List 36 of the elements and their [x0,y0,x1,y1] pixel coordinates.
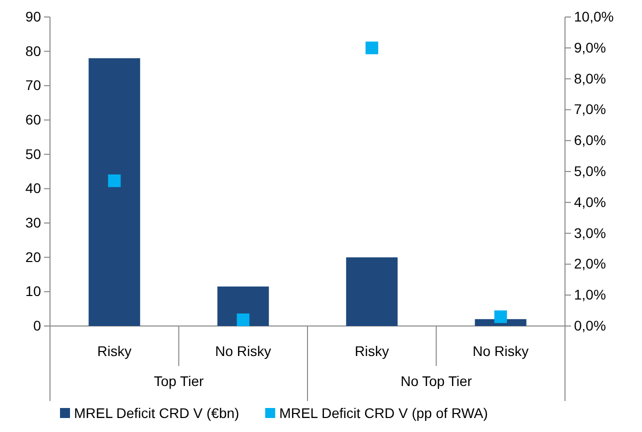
y-tick-label: 90 [25,8,42,24]
x-tick-label: No Risky [472,343,529,359]
point [366,42,378,54]
y-tick-label: 60 [25,111,42,128]
y2-tick-label: 2,0% [574,256,606,272]
text: No Top Tier [400,373,472,389]
y2-tick-label: 6,0% [574,132,606,148]
y2-tick-label: 4,0% [574,194,606,210]
y-tick-label: 20 [25,248,42,265]
point [236,313,250,326]
y-tick-label: 80 [25,42,42,59]
text: Top Tier [154,373,204,389]
legend-label: MREL Deficit CRD V (pp of RWA) [279,405,488,421]
bar [217,286,269,326]
point [108,174,121,188]
y2-tick-label: 0,0% [574,317,606,334]
y2-tick-label: 10,0% [574,8,614,24]
bar [346,257,398,326]
y2-tick-label: 8,0% [574,70,606,86]
bar [88,58,140,326]
y2-tick-label: 9,0% [574,39,606,56]
x-tick-label: Risky [97,343,132,359]
y-tick-label: 0 [33,317,42,334]
y2-tick-label: 5,0% [574,162,606,179]
y2-tick-label: 3,0% [574,224,606,241]
y2-tick-label: 1,0% [574,286,606,303]
y-tick-label: 10 [25,283,42,300]
legend-label: MREL Deficit CRD V (€bn) [74,405,240,421]
y-tick-label: 70 [25,77,42,94]
y-tick-label: 30 [25,214,42,230]
point [494,310,507,324]
y2-tick-label: 7,0% [574,101,606,118]
x-tick-label: Risky [354,343,389,359]
y-tick-label: 50 [25,146,42,162]
x-tick-label: No Risky [215,343,272,359]
y-tick-label: 40 [25,180,42,196]
